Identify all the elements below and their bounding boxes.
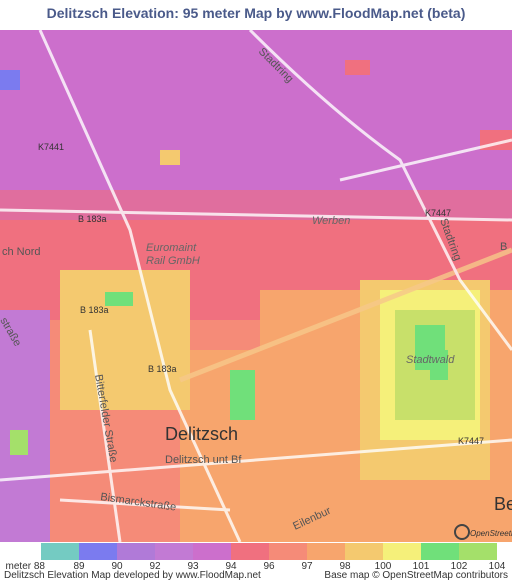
legend-label: 101 (413, 561, 430, 572)
zone (230, 370, 255, 420)
zone (0, 70, 20, 90)
legend-swatch (269, 543, 307, 560)
zone (345, 60, 370, 75)
road (38, 30, 242, 542)
legend-label: 100 (375, 561, 392, 572)
legend-label: 102 (451, 561, 468, 572)
zone (10, 430, 28, 455)
zone (160, 150, 180, 165)
legend-label: 98 (339, 561, 351, 572)
footer-credit: Delitzsch Elevation Map developed by www… (4, 570, 261, 581)
legend-swatch (79, 543, 117, 560)
station-label: Delitzsch unt Bf (165, 454, 242, 466)
legend-swatch (421, 543, 459, 560)
map: Delitzsch Werben Euromaint Rail GmbH Sta… (0, 30, 512, 542)
legend-swatch (41, 543, 79, 560)
legend-label: meter 88 (6, 561, 46, 572)
place-label: ch Nord (2, 246, 41, 258)
osm-logo: OpenStreetMap (470, 529, 512, 538)
legend-label: 94 (225, 561, 237, 572)
title: Delitzsch Elevation: 95 meter Map by www… (46, 5, 466, 21)
legend-swatch (307, 543, 345, 560)
legend-swatch (345, 543, 383, 560)
legend-label: 93 (187, 561, 199, 572)
osm-icon (454, 524, 470, 540)
legend-swatch (155, 543, 193, 560)
legend-label: 96 (263, 561, 275, 572)
place-label: Rail GmbH (146, 255, 200, 267)
footer-credit: Base map © OpenStreetMap contributors (324, 570, 508, 581)
legend-swatch (231, 543, 269, 560)
road-shield: K7447 (425, 208, 451, 218)
road-shield: K7447 (458, 436, 484, 446)
zone (0, 310, 50, 542)
road-shield: B (500, 241, 507, 253)
zone (430, 350, 448, 380)
legend-label: 89 (73, 561, 85, 572)
road-shield: B 183a (148, 364, 177, 374)
legend-swatch (117, 543, 155, 560)
legend-label: 92 (149, 561, 161, 572)
place-label: Be (494, 494, 512, 514)
road (248, 30, 512, 351)
place-label: Stadtwald (406, 354, 455, 366)
legend-swatch (459, 543, 497, 560)
road (88, 329, 122, 542)
road (0, 208, 512, 222)
place-label: Werben (312, 215, 350, 227)
road-shield: B 183a (80, 305, 109, 315)
legend-swatch (383, 543, 421, 560)
road-shield: B 183a (78, 214, 107, 224)
zone (105, 292, 133, 306)
roads (0, 30, 512, 542)
road (0, 438, 512, 482)
road (339, 138, 512, 182)
legend-label: 104 (489, 561, 506, 572)
road (59, 498, 231, 512)
town-label: Delitzsch (165, 424, 238, 444)
legend-swatch (193, 543, 231, 560)
legend-label: 90 (111, 561, 123, 572)
place-label: Euromaint (146, 242, 197, 254)
road-shield: K7441 (38, 142, 64, 152)
legend-label: 97 (301, 561, 313, 572)
legend: meter 88 89 90 92 93 94 96 97 98 100 101 102 104 (6, 543, 506, 572)
